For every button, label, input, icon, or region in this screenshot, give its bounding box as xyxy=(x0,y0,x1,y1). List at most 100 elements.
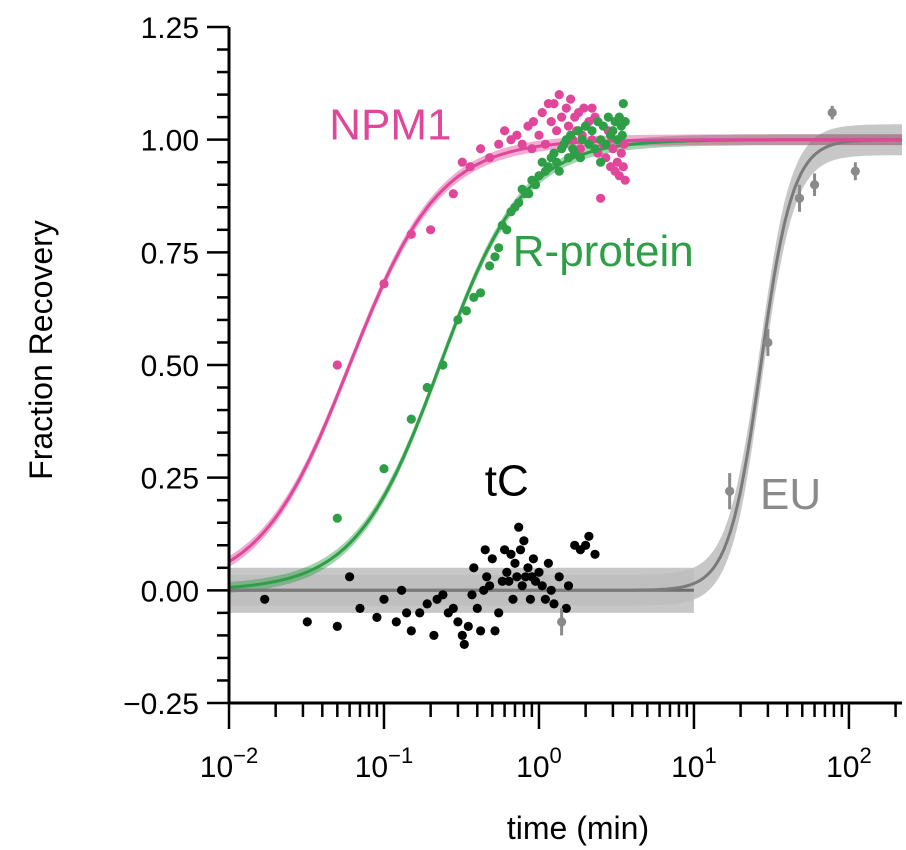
eu-label: EU xyxy=(760,470,821,519)
tc-point xyxy=(581,540,591,550)
tc-point xyxy=(480,545,490,555)
tc-point xyxy=(469,563,479,573)
tc-point xyxy=(472,603,482,614)
eu-point xyxy=(809,180,820,190)
x-tick-label: 101 xyxy=(671,743,717,784)
r-protein-point xyxy=(577,135,587,145)
tc-point xyxy=(429,630,439,641)
r-protein-point xyxy=(603,112,613,122)
tc-point xyxy=(561,603,571,614)
tc-point xyxy=(554,572,564,582)
npm1-point xyxy=(552,126,562,136)
r-protein-point xyxy=(379,464,389,474)
tc-point xyxy=(549,599,559,609)
tc-point xyxy=(459,639,469,650)
r-protein-point xyxy=(406,414,416,424)
tc-point xyxy=(517,581,527,591)
r-protein-point xyxy=(590,144,600,154)
npm1-point xyxy=(561,103,571,113)
r-protein-point xyxy=(552,157,562,167)
r-protein-point xyxy=(502,225,512,235)
npm1-point xyxy=(540,139,551,149)
tc-point xyxy=(500,545,510,555)
tc-point xyxy=(563,581,574,591)
fit-curves xyxy=(228,138,902,592)
tc-point xyxy=(448,603,458,614)
npm1-point xyxy=(549,99,559,109)
r-protein-point xyxy=(598,121,608,131)
eu-point xyxy=(827,108,837,118)
npm1-point xyxy=(587,103,597,113)
x-tick-label: 100 xyxy=(516,743,562,784)
tc-point xyxy=(355,603,365,614)
tc-point xyxy=(546,585,556,595)
tc-point xyxy=(519,536,529,546)
npm1-point xyxy=(619,139,629,149)
npm1-point xyxy=(448,189,458,199)
tc-point xyxy=(415,608,425,618)
tc-point xyxy=(485,581,495,591)
tc-point xyxy=(515,545,526,555)
tc-label: tC xyxy=(485,457,529,506)
eu-point xyxy=(725,486,735,496)
r-protein-point xyxy=(601,139,611,149)
tc-point xyxy=(506,549,516,559)
eu-point xyxy=(763,337,773,348)
npm1-point xyxy=(457,157,467,167)
eu-point xyxy=(794,193,805,203)
x-axis-ticks: 10−2 10−1 100 101 102 xyxy=(200,703,897,784)
data-points xyxy=(260,90,860,650)
tc-point xyxy=(260,594,270,604)
npm1-point xyxy=(534,130,544,140)
r-protein-point xyxy=(438,360,448,370)
tc-point xyxy=(402,608,412,618)
npm1-point xyxy=(616,148,626,158)
tc-point xyxy=(514,522,524,532)
tc-point xyxy=(406,626,416,636)
r-protein-point xyxy=(617,130,627,140)
r-protein-point xyxy=(596,157,606,167)
r-protein-label: R-protein xyxy=(513,227,694,276)
npm1-point xyxy=(620,175,630,185)
r-protein-point xyxy=(534,171,544,181)
npm1-point xyxy=(476,144,486,154)
r-protein-point xyxy=(566,130,576,140)
r-protein-point xyxy=(575,153,586,163)
r-protein-point xyxy=(461,306,471,316)
npm1-point xyxy=(517,139,527,149)
y-tick-label: 0.00 xyxy=(141,575,199,608)
y-tick-label: 0.75 xyxy=(141,237,199,270)
npm1-point xyxy=(566,94,576,104)
r-protein-point xyxy=(573,126,584,136)
tc-point xyxy=(476,626,486,636)
npm1-point xyxy=(406,229,416,239)
tc-point xyxy=(302,617,312,627)
tc-point xyxy=(457,630,467,641)
r-protein-point xyxy=(485,261,495,271)
x-tick-label: 10−2 xyxy=(200,743,258,784)
tc-point xyxy=(487,554,497,564)
y-axis-title: Fraction Recovery xyxy=(23,220,59,480)
npm1-point xyxy=(494,139,504,149)
npm1-point xyxy=(554,90,564,100)
npm1-point xyxy=(546,117,556,127)
r-protein-point xyxy=(490,252,500,262)
tc-point xyxy=(590,549,600,559)
npm1-point xyxy=(426,225,436,235)
tc-point xyxy=(508,594,518,604)
tc-point xyxy=(521,572,531,582)
y-tick-label: 1.25 xyxy=(141,12,199,45)
npm1-point xyxy=(579,103,589,113)
tc-point xyxy=(391,617,401,627)
r-protein-point xyxy=(620,117,630,127)
r-protein-points xyxy=(332,99,630,523)
npm1-point xyxy=(512,130,522,140)
tc-point xyxy=(534,567,544,577)
y-tick-label: −0.25 xyxy=(123,688,199,721)
tc-point xyxy=(497,576,507,586)
x-axis-title: time (min) xyxy=(507,810,649,846)
tc-point xyxy=(372,612,382,623)
r-protein-point xyxy=(608,126,618,136)
tc-point xyxy=(379,594,389,604)
